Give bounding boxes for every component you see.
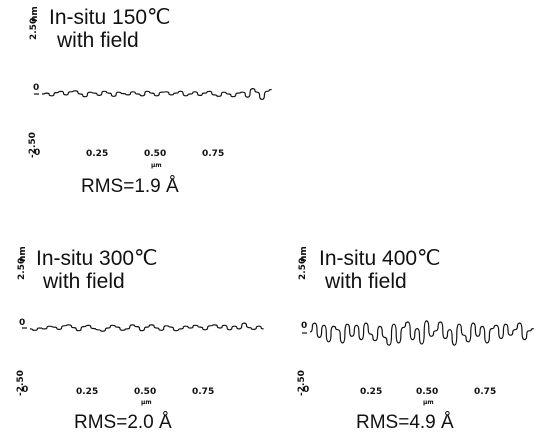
y-unit-label: nm <box>30 6 40 22</box>
x-tick-025: 0.25 <box>86 149 109 159</box>
profile-trace <box>22 322 264 332</box>
x-tick-050: 0.50 <box>134 387 157 397</box>
y-tick-max: 2.50 <box>29 17 39 40</box>
profile-trace <box>302 320 534 346</box>
x-tick-075: 0.75 <box>474 387 497 397</box>
y-tick-zero: 0 <box>301 321 308 331</box>
x-unit-label: µm <box>141 399 152 406</box>
x-tick-025: 0.25 <box>360 387 383 397</box>
y-tick-max: 2.50 <box>17 257 27 280</box>
rms-annotation: RMS=4.9 Å <box>356 412 454 433</box>
x-tick-0: 0 <box>22 385 29 395</box>
rms-annotation: RMS=1.9 Å <box>81 176 179 197</box>
series-line <box>41 87 272 101</box>
x-tick-025: 0.25 <box>76 387 99 397</box>
chart-title: In-situ 300℃ <box>36 247 158 270</box>
chart-subtitle: with field <box>43 270 125 293</box>
y-tick-min: -2.50 <box>297 370 307 396</box>
series-line <box>29 322 264 332</box>
x-tick-0: 0 <box>34 148 41 158</box>
series-line <box>309 320 534 346</box>
y-tick-zero: 0 <box>19 318 26 328</box>
rms-annotation: RMS=2.0 Å <box>74 412 172 433</box>
x-tick-075: 0.75 <box>202 149 225 159</box>
y-unit-label: nm <box>299 246 309 262</box>
x-tick-050: 0.50 <box>416 387 439 397</box>
x-tick-0: 0 <box>303 385 310 395</box>
chart-title: In-situ 400℃ <box>319 247 441 270</box>
y-tick-min: -2.50 <box>16 370 26 396</box>
chart-subtitle: with field <box>325 270 407 293</box>
x-unit-label: µm <box>151 162 162 169</box>
x-tick-050: 0.50 <box>144 149 167 159</box>
y-tick-zero: 0 <box>33 83 40 93</box>
chart-subtitle: with field <box>57 29 139 52</box>
profile-trace <box>34 87 272 101</box>
x-tick-075: 0.75 <box>192 387 215 397</box>
y-tick-min: -2.50 <box>28 132 38 158</box>
y-tick-max: 2.50 <box>298 257 308 280</box>
y-unit-label: nm <box>18 246 28 262</box>
chart-title: In-situ 150℃ <box>49 6 171 29</box>
x-unit-label: µm <box>423 399 434 406</box>
